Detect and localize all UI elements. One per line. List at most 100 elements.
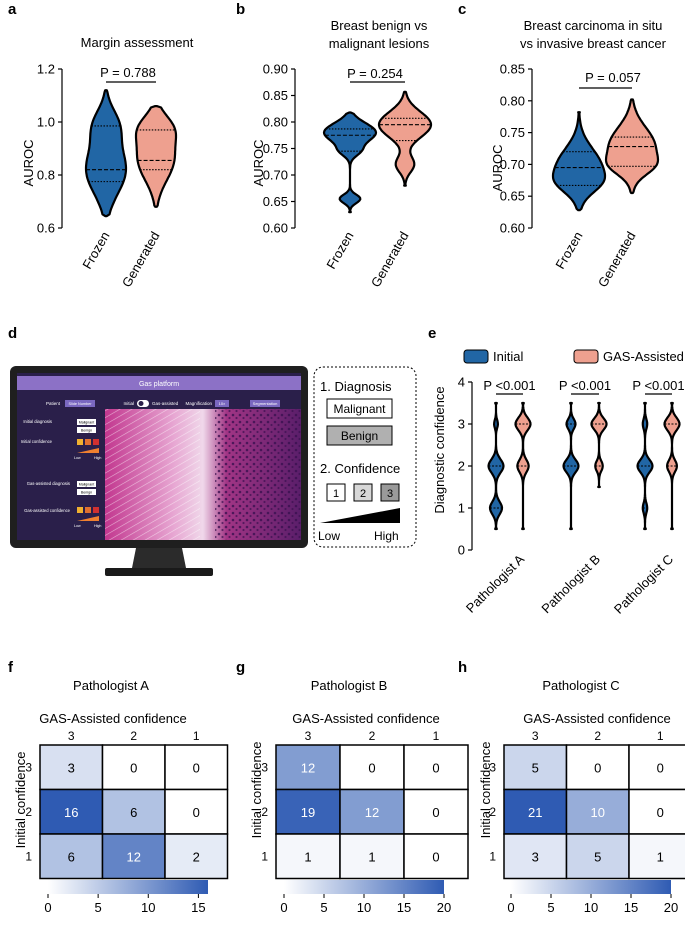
initial-confidence-3[interactable]: [93, 439, 99, 445]
chart-g-colorbar-label: 10: [357, 900, 371, 915]
initial-benign-label: Benign: [81, 429, 92, 433]
chart-f-ytick-label: 3: [25, 760, 32, 774]
chart-b-xtick-label: Generated: [368, 229, 412, 290]
screen-title: Gas platform: [139, 381, 179, 388]
chart-a-ylabel: AUROC: [21, 140, 36, 187]
gas-malignant-option[interactable]: [77, 481, 96, 487]
chart-h-cell: [628, 744, 685, 791]
toggle-initial-label: Initial: [123, 401, 134, 406]
chart-g-cell: [339, 833, 405, 880]
monitor-neck: [132, 548, 186, 568]
chart-g-ytick-label: 2: [261, 805, 268, 819]
chart-g-ytick-label: 3: [261, 760, 268, 774]
wedge-high-label: High: [374, 529, 399, 543]
chart-f-cell: [164, 788, 229, 835]
patient-field[interactable]: [65, 400, 95, 407]
chart-f-cell: [164, 833, 229, 880]
chart-h-cell: [565, 833, 630, 880]
magnification-field[interactable]: [215, 400, 229, 407]
chart-f-cell-value: 3: [68, 760, 75, 775]
chart-b-violin-generated: [377, 90, 433, 187]
chart-g-cell-value: 0: [368, 760, 375, 775]
chart-h-xtick-label: 2: [594, 729, 601, 743]
chart-f-cell-value: 0: [193, 760, 200, 775]
chart-c-xtick-label: Frozen: [552, 229, 585, 272]
chart-b-ytick-label: 0.70: [263, 168, 288, 183]
chart-c-ytick-label: 0.70: [500, 157, 525, 172]
legend-initial-label: Initial: [493, 349, 523, 364]
chart-g-cell-value: 0: [432, 760, 439, 775]
gas-benign-label: Benign: [81, 491, 92, 495]
chart-g-xtick-label: 3: [305, 729, 312, 743]
gas-confidence-1[interactable]: [77, 507, 83, 513]
chart-g-xtick-label: 2: [369, 729, 376, 743]
chart-c-violin-generated: [604, 98, 660, 195]
confidence-wedge: [320, 508, 400, 523]
chart-h-colorbar-label: 15: [624, 900, 638, 915]
chart-f-xtick-label: 1: [193, 729, 200, 743]
confidence-level-3: 3: [387, 488, 393, 500]
chart-g-cell: [339, 744, 405, 791]
chart-f-cell-value: 16: [64, 805, 78, 820]
initial-malignant-option[interactable]: [77, 419, 96, 425]
chart-h-colorbar-label: 0: [507, 900, 514, 915]
initial-confidence-wedge: [77, 448, 99, 453]
confidence-level-2-box: [353, 483, 373, 502]
chart-g-cell-value: 19: [301, 805, 315, 820]
panel-letter-d: d: [8, 325, 17, 342]
chart-h-xtick-label: 1: [657, 729, 664, 743]
panel-letter-a: a: [8, 1, 17, 18]
chart-g-cell: [275, 744, 341, 791]
monitor-base: [105, 568, 213, 576]
segmentation-label: Segmentation: [253, 401, 278, 406]
screen-title-bar: [17, 376, 301, 390]
magnification-label: Magnification: [185, 401, 212, 406]
chart-g-cell: [403, 833, 469, 880]
initial-malignant-label: Malignant: [79, 421, 95, 425]
chart-c-title-line2: vs invasive breast cancer: [520, 36, 667, 51]
chart-f-colorbar-label: 0: [44, 900, 51, 915]
chart-f-cell-value: 0: [193, 805, 200, 820]
gas-diagnosis-label: Gas-assisted diagnosis: [27, 481, 70, 486]
chart-e-ytick-label: 0: [458, 543, 465, 558]
chart-g-cell-value: 12: [301, 760, 315, 775]
chart-e-ytick-label: 2: [458, 459, 465, 474]
chart-e-xtick-label: Pathologist C: [611, 552, 676, 617]
chart-a-ytick-label: 1.2: [37, 62, 55, 77]
chart-g-colorbar-label: 15: [397, 900, 411, 915]
chart-h-xtick-label: 3: [532, 729, 539, 743]
chart-a-violin-generated: [134, 105, 178, 208]
gas-confidence-3[interactable]: [93, 507, 99, 513]
chart-g-ytick-label: 1: [261, 849, 268, 863]
chart-e-ytick-label: 1: [458, 501, 465, 516]
toggle-gas-label: Gas-assisted: [152, 401, 179, 406]
initial-confidence-1[interactable]: [77, 439, 83, 445]
initial-confidence-2[interactable]: [85, 439, 91, 445]
gas-confidence-2[interactable]: [85, 507, 91, 513]
chart-e-violin-pathologist-a-gas-assisted: [514, 401, 532, 531]
legend-gas-assisted-label: GAS-Assisted: [603, 349, 684, 364]
chart-a-xtick-label: Generated: [119, 229, 163, 290]
chart-h-cell-value: 0: [657, 805, 664, 820]
benign-option-box: [326, 425, 393, 446]
chart-f-title: Pathologist A: [73, 678, 149, 693]
benign-option-label: Benign: [341, 429, 378, 443]
panel-letter-e: e: [428, 325, 436, 342]
segmentation-button[interactable]: [250, 400, 280, 407]
chart-h-cell-value: 1: [657, 849, 664, 864]
panel-letter-b: b: [236, 1, 245, 18]
chart-b-ytick-label: 0.85: [263, 88, 288, 103]
gas-benign-option[interactable]: [77, 489, 96, 495]
gas-confidence-label: Gas-assisted confidence: [24, 508, 71, 513]
chart-f-colorbar-label: 10: [141, 900, 155, 915]
chart-f-ytick-label: 2: [25, 805, 32, 819]
initial-benign-option[interactable]: [77, 427, 96, 433]
chart-a-ytick-label: 1.0: [37, 115, 55, 130]
wedge-low-label: Low: [318, 529, 340, 543]
chart-c-xtick-label: Generated: [595, 229, 639, 290]
chart-c-ytick-label: 0.80: [500, 93, 525, 108]
chart-g-cell-value: 1: [368, 849, 375, 864]
histology-stroma-texture: [105, 409, 200, 540]
chart-c-ylabel: AUROC: [490, 145, 505, 192]
chart-c-ytick-label: 0.75: [500, 125, 525, 140]
